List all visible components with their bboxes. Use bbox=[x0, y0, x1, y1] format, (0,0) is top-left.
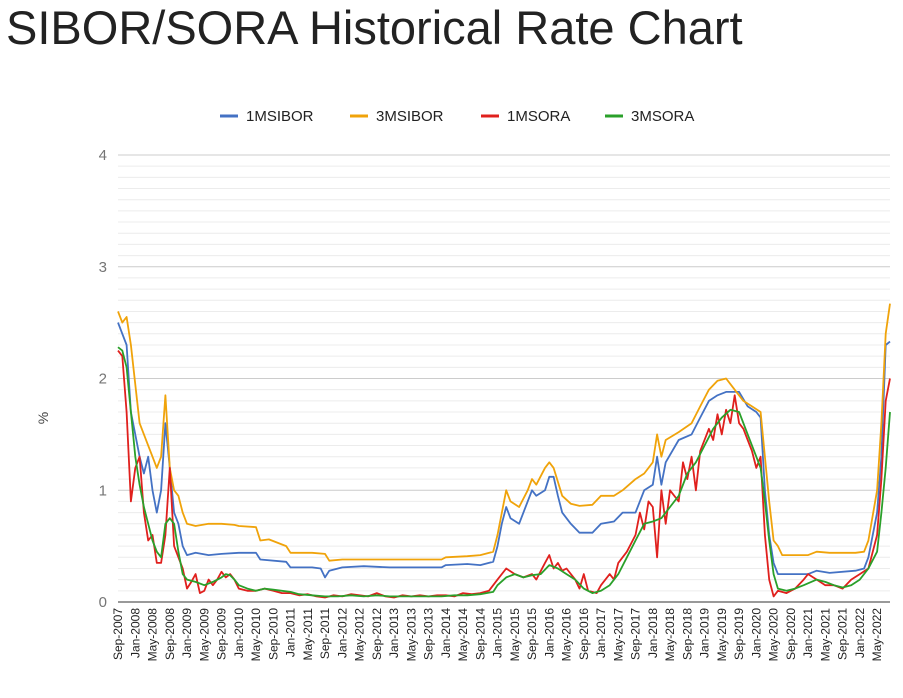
series-line-1msora bbox=[117, 350, 891, 599]
x-tick-label: Sep-2012 bbox=[370, 608, 384, 660]
y-tick-label: 1 bbox=[99, 482, 107, 499]
x-tick-label: May-2013 bbox=[404, 608, 418, 662]
x-tick-label: Jan-2010 bbox=[232, 608, 246, 658]
y-tick-label: 0 bbox=[99, 594, 107, 611]
x-tick-label: May-2017 bbox=[611, 608, 625, 662]
series-line-1msibor bbox=[117, 322, 891, 579]
x-tick-label: May-2015 bbox=[508, 608, 522, 662]
x-tick-label: Jan-2022 bbox=[853, 608, 867, 658]
legend-label: 1MSORA bbox=[507, 108, 570, 125]
x-tick-label: Sep-2015 bbox=[525, 608, 539, 660]
x-tick-label: Sep-2013 bbox=[422, 608, 436, 660]
x-tick-label: Sep-2018 bbox=[680, 608, 694, 660]
x-axis-ticks: Sep-2007 Jan-2008 May-2008 Sep-2008 Jan-2009… bbox=[111, 608, 884, 662]
x-tick-label: Jan-2020 bbox=[749, 608, 763, 658]
chart-legend: 1MSIBOR 3MSIBOR 1MSORA 3MSORA bbox=[220, 108, 694, 125]
y-axis-label: % bbox=[35, 412, 51, 424]
page-title: SIBOR/SORA Historical Rate Chart bbox=[6, 1, 743, 54]
x-tick-label: Jan-2017 bbox=[594, 608, 608, 658]
x-tick-label: Jan-2008 bbox=[128, 608, 142, 658]
legend-label: 3MSIBOR bbox=[376, 108, 444, 125]
x-tick-label: Jan-2021 bbox=[801, 608, 815, 658]
x-tick-label: Sep-2009 bbox=[215, 608, 229, 660]
x-tick-label: May-2020 bbox=[767, 608, 781, 662]
chart-series bbox=[117, 303, 891, 599]
x-tick-label: Sep-2017 bbox=[629, 608, 643, 660]
x-tick-label: Jan-2012 bbox=[335, 608, 349, 658]
x-tick-label: Jan-2018 bbox=[646, 608, 660, 658]
x-tick-label: Jan-2011 bbox=[284, 608, 298, 657]
x-tick-label: May-2011 bbox=[301, 608, 315, 661]
x-tick-label: Jan-2019 bbox=[698, 608, 712, 658]
x-tick-label: May-2014 bbox=[456, 608, 470, 662]
x-tick-label: Sep-2008 bbox=[163, 608, 177, 660]
x-tick-label: Jan-2013 bbox=[387, 608, 401, 658]
x-tick-label: May-2016 bbox=[560, 608, 574, 662]
series-line-3msibor bbox=[117, 303, 891, 562]
x-tick-label: May-2008 bbox=[146, 608, 160, 662]
x-tick-label: Sep-2019 bbox=[732, 608, 746, 660]
x-tick-label: Sep-2021 bbox=[836, 608, 850, 660]
x-tick-label: May-2012 bbox=[353, 608, 367, 662]
x-tick-label: Jan-2016 bbox=[542, 608, 556, 658]
x-tick-label: Jan-2015 bbox=[491, 608, 505, 658]
x-tick-label: Sep-2016 bbox=[577, 608, 591, 660]
y-axis-ticks: 0 1 2 3 4 bbox=[99, 147, 107, 611]
x-tick-label: May-2009 bbox=[197, 608, 211, 662]
legend-label: 1MSIBOR bbox=[246, 108, 314, 125]
x-tick-label: Jan-2009 bbox=[180, 608, 194, 658]
x-tick-label: Sep-2020 bbox=[784, 608, 798, 660]
x-tick-label: May-2022 bbox=[870, 608, 884, 662]
x-tick-label: May-2021 bbox=[818, 608, 832, 662]
x-tick-label: Sep-2010 bbox=[266, 608, 280, 660]
y-tick-label: 3 bbox=[99, 259, 107, 276]
x-tick-label: May-2018 bbox=[663, 608, 677, 662]
series-line-3msora bbox=[117, 346, 891, 598]
x-tick-label: May-2019 bbox=[715, 608, 729, 662]
y-tick-label: 2 bbox=[99, 371, 107, 388]
chart-gridlines bbox=[118, 154, 890, 603]
x-tick-label: Sep-2011 bbox=[318, 608, 332, 659]
x-tick-label: Sep-2007 bbox=[111, 608, 125, 660]
x-tick-label: Sep-2014 bbox=[473, 608, 487, 660]
legend-label: 3MSORA bbox=[631, 108, 694, 125]
x-tick-label: Jan-2014 bbox=[439, 608, 453, 658]
y-tick-label: 4 bbox=[99, 147, 107, 164]
x-tick-label: May-2010 bbox=[249, 608, 263, 662]
